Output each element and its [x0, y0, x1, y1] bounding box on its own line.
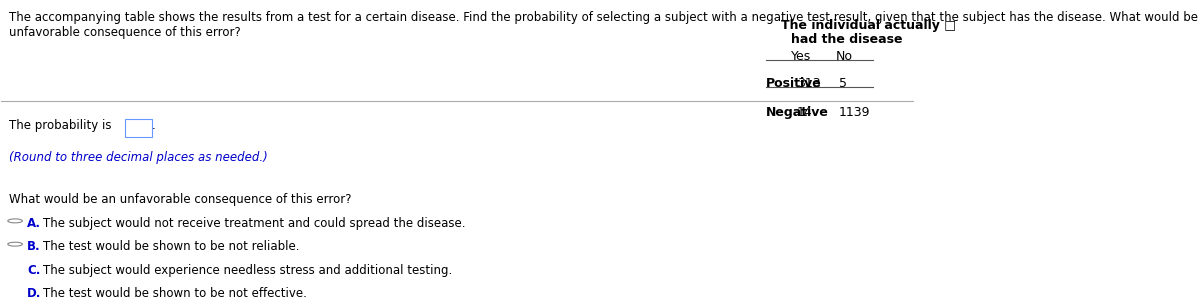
Text: The test would be shown to be not reliable.: The test would be shown to be not reliab…	[43, 240, 300, 254]
Text: D.: D.	[26, 287, 41, 299]
Text: 1139: 1139	[839, 106, 870, 119]
Text: 5: 5	[839, 77, 847, 90]
Text: 313: 313	[797, 77, 821, 90]
Text: The probability is: The probability is	[8, 119, 115, 132]
FancyBboxPatch shape	[126, 119, 152, 137]
Text: Positive: Positive	[766, 77, 822, 90]
Text: .: .	[152, 119, 156, 132]
Text: had the disease: had the disease	[791, 33, 902, 46]
Text: A.: A.	[26, 217, 41, 230]
Text: The subject would experience needless stress and additional testing.: The subject would experience needless st…	[43, 264, 452, 277]
Text: The subject would not receive treatment and could spread the disease.: The subject would not receive treatment …	[43, 217, 466, 230]
Text: The test would be shown to be not effective.: The test would be shown to be not effect…	[43, 287, 307, 299]
Text: No: No	[836, 51, 853, 63]
Text: What would be an unfavorable consequence of this error?: What would be an unfavorable consequence…	[8, 193, 352, 206]
Text: C.: C.	[26, 264, 41, 277]
Text: Yes: Yes	[791, 51, 811, 63]
Text: 14: 14	[797, 106, 812, 119]
Text: The individual actually □: The individual actually □	[781, 19, 956, 32]
Text: B.: B.	[26, 240, 41, 254]
Text: The accompanying table shows the results from a test for a certain disease. Find: The accompanying table shows the results…	[8, 11, 1200, 39]
Text: Negative: Negative	[766, 106, 829, 119]
Text: (Round to three decimal places as needed.): (Round to three decimal places as needed…	[8, 151, 268, 164]
